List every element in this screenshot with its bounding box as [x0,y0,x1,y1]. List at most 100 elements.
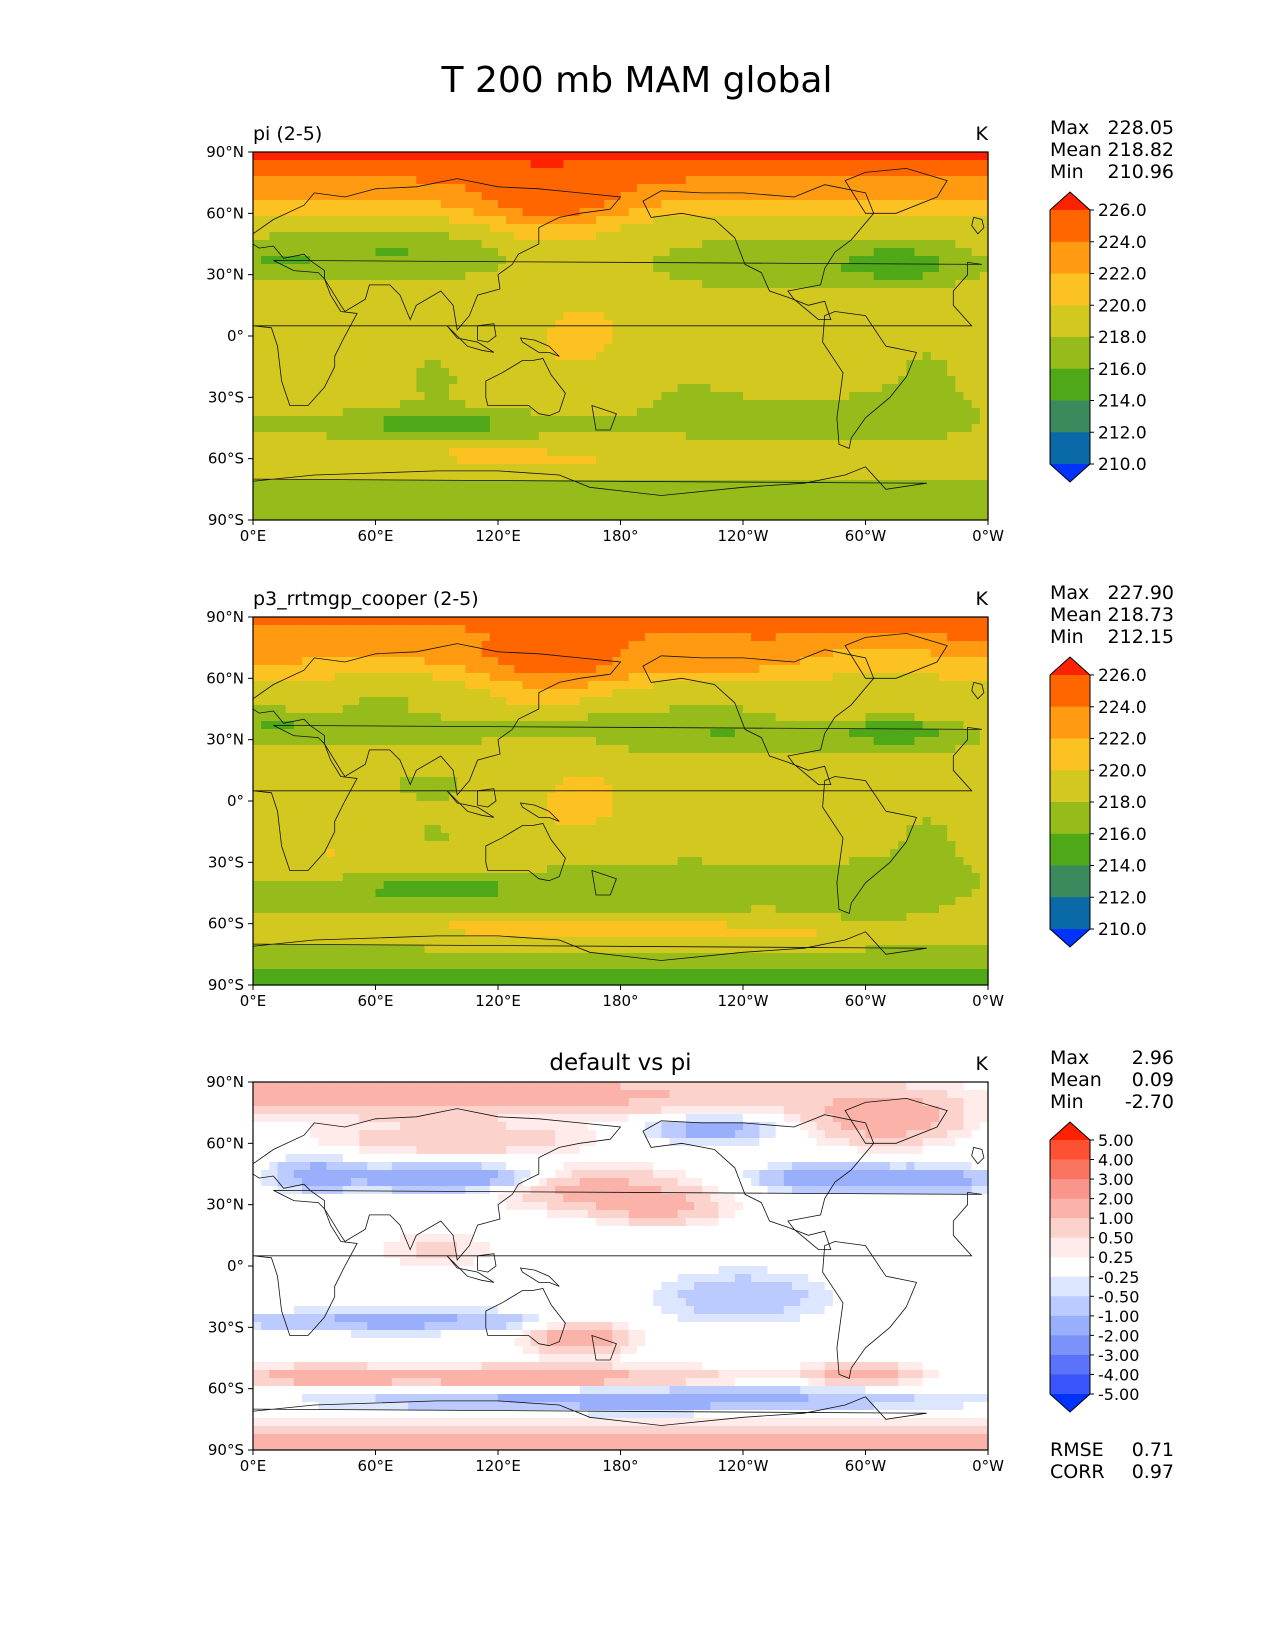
field-cell [449,192,458,201]
field-cell [530,456,540,465]
field-cell [538,376,548,385]
colorbar-label: 224.0 [1098,233,1147,253]
field-cell [408,160,417,169]
field-cell [865,360,875,369]
field-cell [669,400,679,409]
field-cell [293,480,303,489]
field-cell [832,280,842,289]
field-cell [563,296,573,305]
field-cell [604,432,613,441]
field-cell [351,456,360,465]
field-cell [710,296,720,305]
field-cell [432,288,442,297]
field-cell [620,336,630,345]
field-cell [792,256,801,265]
field-cell [391,416,401,425]
field-cell [726,224,736,233]
field-cell [743,344,752,353]
field-cell [841,368,850,377]
field-cell [302,633,311,642]
field-cell [604,665,613,674]
field-cell [465,625,475,634]
field-cell [563,400,573,409]
field-cell [375,400,385,409]
field-cell [890,184,899,193]
field-cell [555,256,564,265]
field-cell [612,360,622,369]
field-cell [881,464,891,473]
field-cell [963,440,973,449]
field-cell [604,264,613,273]
field-cell [694,272,703,281]
field-cell [873,673,883,682]
field-cell [661,320,671,329]
field-cell [375,360,385,369]
field-cell [710,488,720,497]
field-cell [669,657,679,666]
field-cell [922,216,932,225]
field-cell [645,657,654,666]
field-cell [792,152,801,161]
field-cell [277,657,287,666]
field-cell [881,625,891,634]
field-cell [416,216,426,225]
field-cell [963,296,973,305]
field-cell [653,272,662,281]
field-cell [473,208,483,217]
field-cell [334,280,344,289]
field-cell [269,617,279,626]
field-cell [759,424,769,433]
field-cell [800,400,809,409]
field-cell [375,200,385,209]
field-cell [326,320,336,329]
field-cell [522,248,532,257]
field-cell [359,160,368,169]
field-cell [881,352,891,361]
field-cell [359,216,368,225]
field-cell [955,160,965,169]
field-cell [620,480,630,489]
field-cell [767,280,777,289]
field-cell [342,304,352,313]
field-cell [841,480,850,489]
field-cell [661,376,671,385]
field-cell [506,617,515,626]
field-cell [579,240,589,249]
field-cell [522,480,532,489]
field-cell [383,665,393,674]
field-cell [473,344,483,353]
field-cell [914,456,924,465]
field-cell [947,376,956,385]
field-cell [645,272,654,281]
field-cell [865,641,875,650]
field-cell [808,272,818,281]
field-cell [391,264,401,273]
field-cell [824,296,834,305]
field-cell [775,368,785,377]
field-cell [293,432,303,441]
field-cell [449,400,458,409]
field-cell [677,256,687,265]
field-cell [971,328,981,337]
field-cell [963,200,973,209]
field-cell [906,160,916,169]
field-cell [326,216,336,225]
field-cell [841,504,850,513]
field-cell [579,448,589,457]
field-cell [612,200,622,209]
field-cell [334,464,344,473]
stat-label: Mean [1050,139,1102,161]
field-cell [579,296,589,305]
field-cell [579,456,589,465]
field-cell [857,376,867,385]
field-cell [849,472,858,481]
field-cell [685,665,695,674]
field-cell [367,440,377,449]
field-cell [408,176,417,185]
field-cell [865,649,875,658]
field-cell [326,649,336,658]
field-cell [538,617,548,626]
field-cell [612,264,622,273]
field-cell [939,296,948,305]
field-cell [367,200,377,209]
